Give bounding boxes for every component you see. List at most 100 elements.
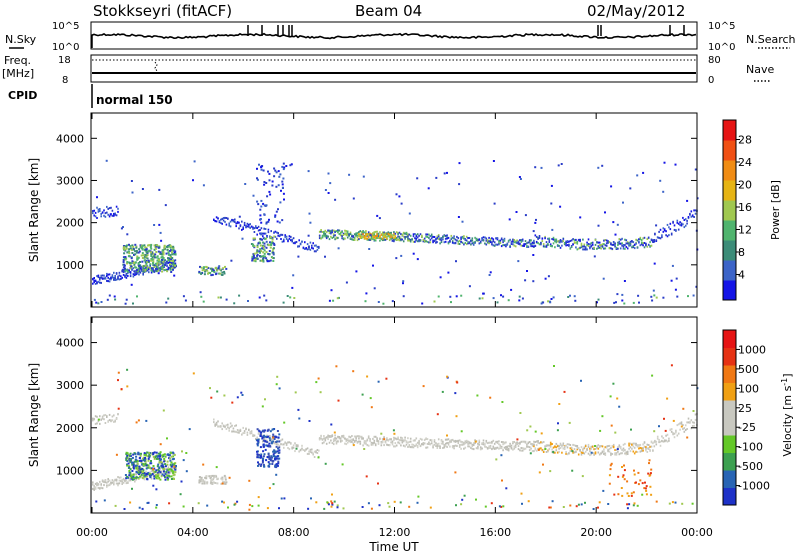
- power-cell: [262, 256, 265, 259]
- velocity-cell: [379, 437, 381, 440]
- power-cell: [193, 160, 196, 163]
- velocity-cell: [481, 447, 483, 450]
- power-cell: [162, 257, 165, 259]
- power-cell: [402, 280, 405, 283]
- power-cell: [568, 240, 570, 243]
- power-cell: [586, 241, 588, 244]
- velocity-cell: [422, 442, 425, 444]
- velocity-cell: [248, 503, 251, 506]
- velocity-cell: [422, 385, 425, 388]
- power-cell: [252, 237, 255, 240]
- velocity-cell: [145, 464, 148, 467]
- colorbar-tick-label: 20: [738, 179, 752, 192]
- power-cell: [259, 244, 262, 247]
- velocity-cell: [360, 437, 363, 440]
- power-cell: [311, 246, 313, 249]
- power-cell: [395, 237, 398, 239]
- power-cell: [524, 243, 527, 246]
- power-cell: [538, 243, 541, 246]
- velocity-cell: [330, 439, 332, 442]
- power-cell: [267, 244, 270, 247]
- velocity-cell: [285, 442, 288, 445]
- power-cell: [635, 238, 637, 241]
- power-cell: [478, 238, 481, 241]
- power-cell: [281, 183, 284, 186]
- velocity-cell: [646, 451, 649, 453]
- power-cell: [141, 269, 143, 272]
- velocity-cell: [175, 465, 177, 467]
- velocity-cell: [365, 475, 368, 478]
- power-cell: [325, 231, 328, 234]
- velocity-cell: [169, 459, 172, 462]
- power-cell: [491, 241, 493, 244]
- velocity-cell: [531, 450, 534, 453]
- power-cell: [625, 239, 628, 242]
- velocity-cell: [333, 431, 336, 434]
- power-cell: [533, 242, 535, 245]
- velocity-cell: [447, 441, 450, 444]
- velocity-cell: [242, 426, 244, 429]
- velocity-cell: [607, 503, 610, 505]
- velocity-cell: [136, 462, 139, 465]
- velocity-cell: [692, 410, 695, 412]
- velocity-cell: [393, 436, 395, 439]
- velocity-cell: [600, 452, 602, 455]
- power-cell: [342, 232, 345, 235]
- velocity-cell: [306, 452, 309, 455]
- x-tick-label: 12:00: [379, 526, 411, 539]
- velocity-cell: [266, 456, 269, 459]
- power-cell: [96, 206, 98, 209]
- velocity-cell: [636, 451, 639, 453]
- power-cell: [218, 221, 221, 224]
- power-cell: [491, 243, 493, 246]
- velocity-cell: [690, 419, 693, 422]
- velocity-cell: [372, 437, 374, 440]
- power-cell: [583, 245, 586, 248]
- velocity-cell: [261, 459, 264, 462]
- velocity-cell: [265, 444, 268, 447]
- velocity-cell: [436, 447, 439, 449]
- power-cell: [372, 232, 374, 235]
- power-cell: [298, 239, 300, 242]
- power-cell: [580, 242, 583, 245]
- velocity-cell: [110, 482, 112, 485]
- power-cell: [377, 235, 380, 238]
- velocity-cell: [271, 437, 274, 440]
- power-cell: [577, 238, 580, 241]
- velocity-cell: [170, 475, 173, 478]
- velocity-cell: [96, 484, 98, 486]
- velocity-cell: [93, 488, 95, 491]
- power-cell: [283, 238, 285, 241]
- velocity-cell: [131, 474, 134, 477]
- velocity-cell: [590, 451, 593, 454]
- velocity-cell: [278, 507, 280, 510]
- power-cell: [111, 214, 114, 217]
- velocity-cell: [297, 445, 299, 448]
- power-cell: [139, 244, 142, 247]
- velocity-cell: [238, 429, 240, 432]
- power-cell: [602, 277, 605, 280]
- velocity-cell: [488, 447, 490, 449]
- power-cell: [643, 236, 646, 239]
- velocity-cell: [174, 468, 177, 471]
- power-cell: [557, 164, 560, 167]
- power-cell: [579, 238, 581, 241]
- power-cell: [679, 221, 681, 224]
- power-cell: [663, 161, 666, 164]
- velocity-cell: [220, 425, 222, 428]
- power-cell: [463, 235, 465, 238]
- colorbar-swatch: [723, 240, 736, 261]
- power-cell: [257, 229, 260, 232]
- power-cell: [393, 240, 395, 243]
- colorbar-swatch: [723, 220, 736, 241]
- power-cell: [493, 244, 496, 247]
- velocity-cell: [152, 468, 155, 471]
- power-cell: [256, 244, 259, 247]
- velocity-cell: [253, 434, 256, 437]
- velocity-cell: [593, 452, 595, 455]
- velocity-cell: [625, 453, 628, 456]
- velocity-cell: [273, 442, 275, 445]
- velocity-cell: [482, 439, 485, 442]
- velocity-cell: [95, 500, 98, 503]
- power-cell: [421, 302, 424, 305]
